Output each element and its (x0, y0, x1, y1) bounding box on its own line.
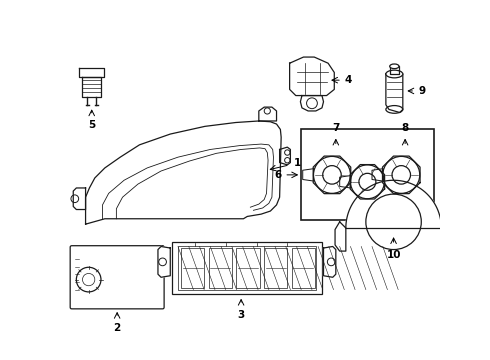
Ellipse shape (390, 64, 399, 69)
Bar (110, 256, 122, 269)
Bar (144, 256, 156, 269)
Bar (181, 248, 204, 288)
Bar (172, 242, 322, 294)
Polygon shape (86, 121, 281, 224)
Polygon shape (313, 156, 351, 194)
Polygon shape (340, 176, 350, 188)
Text: 7: 7 (332, 123, 340, 133)
Bar (144, 291, 156, 303)
Polygon shape (386, 74, 403, 112)
Polygon shape (346, 180, 441, 228)
Bar (110, 291, 122, 303)
Polygon shape (259, 107, 276, 121)
Polygon shape (280, 147, 291, 165)
Text: 2: 2 (114, 323, 121, 333)
Bar (209, 248, 232, 288)
Polygon shape (300, 95, 323, 111)
Polygon shape (74, 188, 86, 210)
Text: 9: 9 (418, 86, 425, 96)
Text: 8: 8 (401, 123, 409, 133)
Text: 10: 10 (386, 249, 401, 260)
Bar (110, 274, 122, 286)
Polygon shape (350, 165, 385, 199)
Bar (264, 248, 287, 288)
Text: 6: 6 (274, 170, 281, 180)
Polygon shape (390, 66, 399, 74)
Polygon shape (323, 247, 336, 277)
Polygon shape (335, 222, 346, 251)
Bar (127, 274, 140, 286)
Text: 5: 5 (88, 120, 96, 130)
Text: 3: 3 (238, 310, 245, 320)
Bar (237, 248, 260, 288)
Text: 1: 1 (294, 158, 301, 168)
Polygon shape (79, 68, 104, 77)
Ellipse shape (386, 70, 403, 78)
Bar (178, 247, 316, 289)
Polygon shape (372, 169, 383, 181)
Polygon shape (290, 57, 334, 95)
Polygon shape (82, 77, 101, 97)
Bar (178, 247, 316, 289)
Polygon shape (158, 247, 171, 277)
Bar (127, 256, 140, 269)
Text: 4: 4 (344, 75, 352, 85)
Bar (144, 274, 156, 286)
Polygon shape (303, 169, 314, 181)
Polygon shape (383, 156, 420, 194)
Bar (301, 130, 434, 220)
Bar (292, 248, 315, 288)
FancyBboxPatch shape (70, 246, 164, 309)
Bar (127, 291, 140, 303)
